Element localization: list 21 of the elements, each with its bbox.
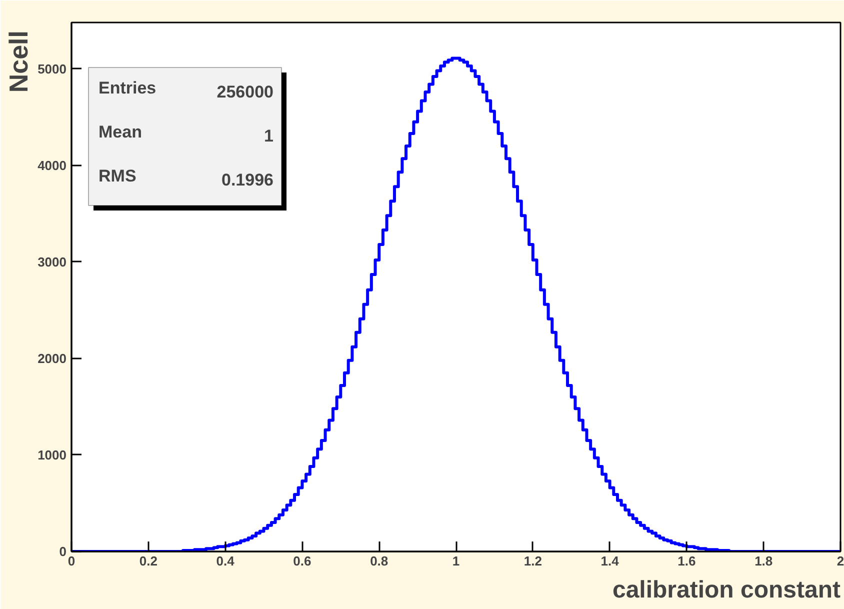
y-tick-label: 4000 xyxy=(38,158,66,173)
y-tick-label: 2000 xyxy=(38,350,66,366)
y-axis-title: Ncell xyxy=(4,30,34,93)
x-tick-label: 0.6 xyxy=(293,554,312,568)
text: Mean 1 xyxy=(98,122,274,146)
x-tick-label: 2 xyxy=(836,554,844,568)
y-tick-label: 3000 xyxy=(38,254,66,270)
x-tick-label: 1.8 xyxy=(754,554,773,568)
y-tick-label: 0 xyxy=(59,544,67,559)
text: RMS 0.1996 xyxy=(98,166,274,190)
text: Entries 256000 xyxy=(98,78,274,102)
y-tick-label: 1000 xyxy=(38,447,66,462)
x-tick-label: 1.6 xyxy=(678,554,696,568)
x-tick-label: 0.4 xyxy=(216,554,236,568)
x-tick-label: 0.8 xyxy=(370,554,388,568)
x-axis-title: calibration constant xyxy=(612,576,841,604)
y-tick-label: 5000 xyxy=(38,61,66,76)
x-tick-label: 0.2 xyxy=(139,554,158,568)
x-tick-label: 1.2 xyxy=(524,554,542,568)
x-tick-label: 1 xyxy=(452,554,460,568)
x-tick-label: 1.4 xyxy=(600,554,620,568)
